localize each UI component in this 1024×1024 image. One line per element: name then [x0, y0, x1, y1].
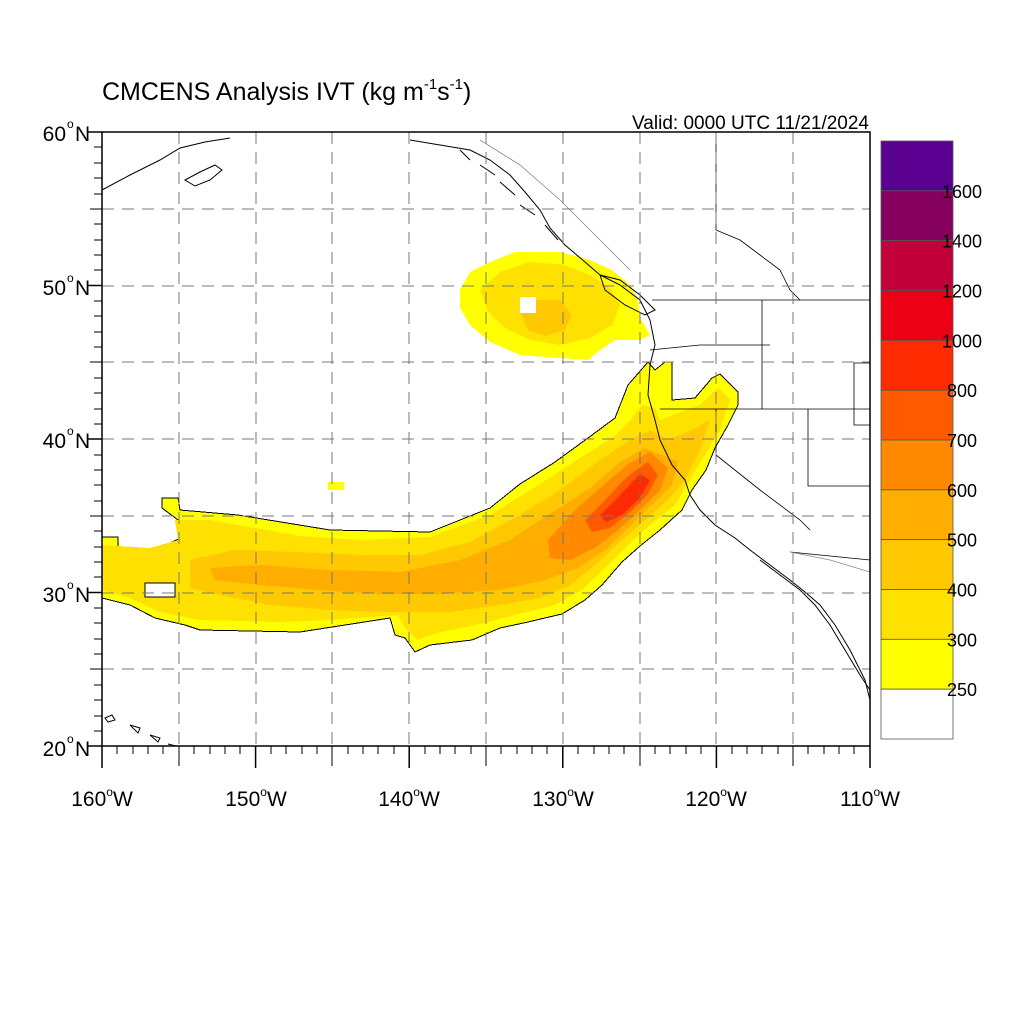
left-minor-ticks	[90, 146, 102, 732]
coastlines	[102, 137, 870, 746]
bottom-minor-ticks	[116, 746, 855, 766]
lon-label-140: 140oW	[378, 785, 440, 811]
lon-label-130: 130oW	[532, 785, 594, 811]
colorbar-swatch	[880, 489, 954, 541]
colorbar-label: 400	[947, 581, 977, 601]
lon-label-120: 120oW	[685, 785, 747, 811]
colorbar-label: 1000	[942, 331, 982, 351]
lat-degree-40: o	[67, 424, 74, 438]
lon-label-160: 160oW	[71, 785, 133, 811]
vancouver-island	[599, 274, 656, 316]
lat-hemi-50: N	[75, 277, 90, 300]
colorbar-label: 800	[947, 381, 977, 401]
map-plot-area	[102, 132, 870, 746]
lat-label-60: 60	[43, 123, 66, 146]
lat-label-30: 30	[43, 584, 66, 607]
colorbar-swatch	[880, 389, 954, 441]
lat-hemi-60: N	[75, 123, 90, 146]
valid-time-label: Valid: 0000 UTC 11/21/2024	[632, 113, 869, 134]
colorbar-label: 300	[947, 630, 977, 650]
colorbar-label: 600	[947, 481, 977, 501]
lat-degree-60: o	[67, 117, 74, 131]
lat-label-50: 50	[43, 277, 66, 300]
colorbar-swatch	[880, 638, 954, 690]
lon-label-110: 110oW	[840, 785, 900, 811]
alaska-peninsula-islands	[183, 164, 223, 187]
colorbar-label: 1600	[942, 182, 982, 202]
gulf-of-alaska-coast	[409, 139, 870, 701]
colorbar-swatch	[880, 688, 954, 740]
lat-degree-30: o	[67, 578, 74, 592]
lat-hemi-40: N	[75, 430, 90, 453]
lat-label-40: 40	[43, 430, 66, 453]
colorbar-swatch	[880, 539, 954, 590]
colorbar-label: 700	[947, 431, 977, 451]
colorbar-swatch	[880, 290, 954, 341]
figure-title: CMCENS Analysis IVT (kg m-1s-1)	[102, 76, 471, 106]
colorbar-label: 500	[947, 531, 977, 551]
lat-degree-50: o	[67, 271, 74, 285]
hawaii-islands	[104, 714, 177, 746]
lat-labels: 60 o N 50 o N 40 o N 30 o N 20 o N	[43, 117, 91, 761]
ivt-plume-800	[600, 474, 650, 522]
alaska-coast	[102, 137, 231, 191]
colorbar-swatch	[880, 190, 954, 242]
fjords	[459, 149, 559, 241]
alaska-canada-border	[715, 132, 801, 301]
ivt-shading	[102, 252, 739, 653]
colorbar-label: 1200	[942, 282, 982, 302]
lat-label-20: 20	[43, 738, 66, 761]
colorbar-label: 250	[947, 680, 977, 700]
colorbar-swatch	[880, 140, 954, 192]
ivt-gap	[144, 582, 176, 598]
major-ticks	[88, 131, 871, 768]
colorbar-swatch	[880, 439, 954, 491]
colorbar-swatch	[880, 240, 954, 291]
state-lines-east	[761, 300, 870, 487]
lat-degree-20: o	[67, 732, 74, 746]
political-borders-light	[479, 139, 870, 573]
colorbar-label: 1400	[942, 232, 982, 252]
lat-hemi-30: N	[75, 584, 90, 607]
lon-labels: 160oW 150oW 140oW 130oW 120oW 110oW	[71, 785, 900, 811]
colorbar	[880, 140, 954, 740]
ivt-blob	[328, 482, 344, 490]
graticule	[102, 132, 870, 746]
lon-label-150: 150oW	[225, 785, 287, 811]
colorbar-labels: 1600 1400 1200 1000 800 700 600 500 400 300 250	[942, 182, 982, 700]
lat-hemi-20: N	[75, 738, 90, 761]
ivt-ring-center	[520, 297, 536, 313]
colorbar-swatch	[880, 589, 954, 640]
us-mexico-border	[789, 551, 870, 561]
baja-coast	[759, 559, 870, 691]
colorbar-swatch	[880, 339, 954, 391]
or-wa-border	[649, 344, 770, 351]
